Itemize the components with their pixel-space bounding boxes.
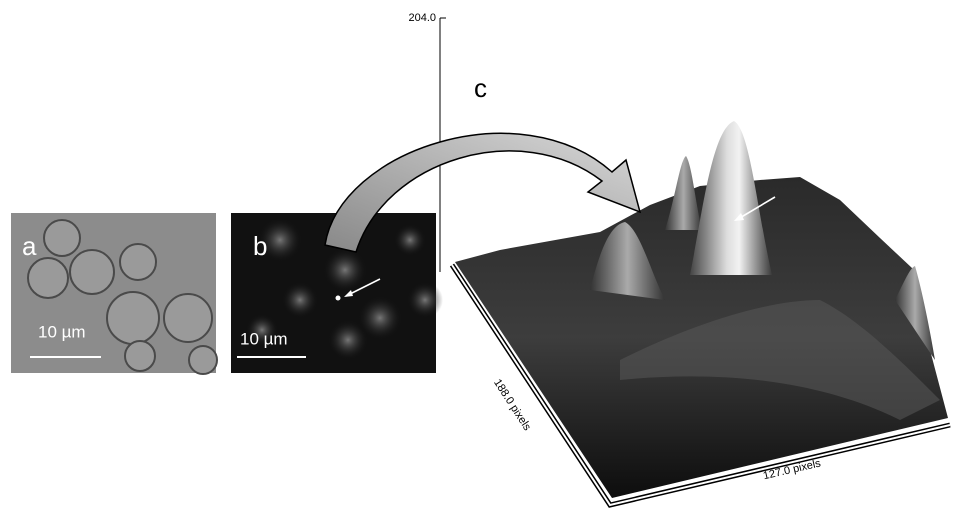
panel-a: a 10 µm xyxy=(11,213,217,374)
panel-label: a xyxy=(22,231,37,261)
z-max-label: 204.0 xyxy=(408,12,436,24)
panel-label: c xyxy=(474,73,487,103)
y-axis-label: 188.0 pixels xyxy=(491,377,533,433)
panel-label: b xyxy=(253,231,267,261)
scale-bar-label: 10 µm xyxy=(38,322,86,341)
panel-c: 204.0 c 188.0 pixels 127.0 pixels xyxy=(408,12,950,505)
scale-bar-label: 10 µm xyxy=(240,329,288,348)
spot xyxy=(336,296,341,301)
figure: a 10 µm b 10 µm 204.0 c 188.0 pix xyxy=(0,0,954,509)
